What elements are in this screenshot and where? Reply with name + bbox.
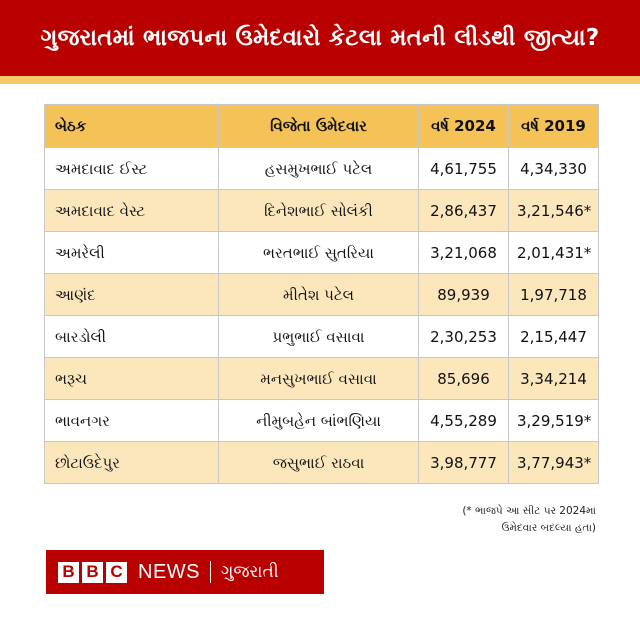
column-header-seat: બેઠક bbox=[44, 104, 219, 148]
bbc-logo-letter: C bbox=[106, 561, 127, 583]
table-row: અમદાવાદ વેસ્ટ દિનેશભાઈ સોલંકી 2,86,437 3… bbox=[44, 189, 599, 232]
lead-2024-cell: 4,61,755 bbox=[418, 147, 509, 190]
lead-2019-cell: 2,15,447 bbox=[508, 315, 599, 358]
seat-cell: ભરૂચ bbox=[44, 357, 219, 400]
candidate-cell: હસમુખભાઈ પટેલ bbox=[218, 147, 419, 190]
language-label: ગુજરાતી bbox=[221, 562, 279, 582]
bbc-logo-blocks: B B C bbox=[58, 561, 130, 583]
candidate-cell: જસુભાઈ રાઠવા bbox=[218, 441, 419, 484]
table-row: બારડોલી પ્રભુભાઈ વસાવા 2,30,253 2,15,447 bbox=[44, 315, 599, 358]
bbc-logo-letter: B bbox=[58, 561, 79, 583]
lead-2024-cell: 2,30,253 bbox=[418, 315, 509, 358]
candidate-cell: નીમુબહેન બાંભણિયા bbox=[218, 399, 419, 442]
table-row: આણંદ મીતેશ પટેલ 89,939 1,97,718 bbox=[44, 273, 599, 316]
footnote-line: ઉમેદવાર બદલ્યા હતા) bbox=[501, 522, 596, 534]
seat-cell: ભાવનગર bbox=[44, 399, 219, 442]
news-wordmark: NEWS bbox=[138, 560, 200, 583]
seat-cell: બારડોલી bbox=[44, 315, 219, 358]
lead-2019-cell: 2,01,431* bbox=[508, 231, 599, 274]
page-title: ગુજરાતમાં ભાજપના ઉમેદવારો કેટલા મતની લીડ… bbox=[40, 25, 600, 51]
footnote: (* ભાજપે આ સીટ પર 2024માં ઉમેદવાર બદલ્યા… bbox=[462, 503, 596, 537]
lead-2019-cell: 1,97,718 bbox=[508, 273, 599, 316]
seat-cell: છોટાઉદેપુર bbox=[44, 441, 219, 484]
seat-cell: અમદાવાદ વેસ્ટ bbox=[44, 189, 219, 232]
header-accent-rule bbox=[0, 76, 640, 84]
bbc-news-gujarati-logo: B B C NEWS ગુજરાતી bbox=[46, 550, 324, 594]
lead-2019-cell: 3,77,943* bbox=[508, 441, 599, 484]
table-row: અમદાવાદ ઈસ્ટ હસમુખભાઈ પટેલ 4,61,755 4,34… bbox=[44, 147, 599, 190]
bbc-logo-letter: B bbox=[82, 561, 103, 583]
lead-2024-cell: 3,98,777 bbox=[418, 441, 509, 484]
table-row: ભાવનગર નીમુબહેન બાંભણિયા 4,55,289 3,29,5… bbox=[44, 399, 599, 442]
seat-cell: આણંદ bbox=[44, 273, 219, 316]
table-row: છોટાઉદેપુર જસુભાઈ રાઠવા 3,98,777 3,77,94… bbox=[44, 441, 599, 484]
header-banner: ગુજરાતમાં ભાજપના ઉમેદવારો કેટલા મતની લીડ… bbox=[0, 0, 640, 76]
table-row: અમરેલી ભરતભાઈ સુતરિયા 3,21,068 2,01,431* bbox=[44, 231, 599, 274]
candidate-cell: દિનેશભાઈ સોલંકી bbox=[218, 189, 419, 232]
candidate-cell: મનસુખભાઈ વસાવા bbox=[218, 357, 419, 400]
lead-2019-cell: 3,29,519* bbox=[508, 399, 599, 442]
lead-2024-cell: 3,21,068 bbox=[418, 231, 509, 274]
lead-2024-cell: 4,55,289 bbox=[418, 399, 509, 442]
column-header-candidate: વિજેતા ઉમેદવાર bbox=[218, 104, 419, 148]
lead-2019-cell: 3,21,546* bbox=[508, 189, 599, 232]
seat-cell: અમદાવાદ ઈસ્ટ bbox=[44, 147, 219, 190]
lead-2019-cell: 4,34,330 bbox=[508, 147, 599, 190]
lead-2024-cell: 89,939 bbox=[418, 273, 509, 316]
table-header-row: બેઠક વિજેતા ઉમેદવાર વર્ષ 2024 વર્ષ 2019 bbox=[44, 104, 599, 148]
candidate-cell: પ્રભુભાઈ વસાવા bbox=[218, 315, 419, 358]
candidate-cell: ભરતભાઈ સુતરિયા bbox=[218, 231, 419, 274]
footnote-line: (* ભાજપે આ સીટ પર 2024માં bbox=[462, 505, 596, 517]
seat-cell: અમરેલી bbox=[44, 231, 219, 274]
candidate-cell: મીતેશ પટેલ bbox=[218, 273, 419, 316]
lead-2024-cell: 2,86,437 bbox=[418, 189, 509, 232]
results-table: બેઠક વિજેતા ઉમેદવાર વર્ષ 2024 વર્ષ 2019 … bbox=[44, 104, 599, 484]
lead-2024-cell: 85,696 bbox=[418, 357, 509, 400]
table-row: ભરૂચ મનસુખભાઈ વસાવા 85,696 3,34,214 bbox=[44, 357, 599, 400]
lead-2019-cell: 3,34,214 bbox=[508, 357, 599, 400]
column-header-2019: વર્ષ 2019 bbox=[508, 104, 599, 148]
logo-divider bbox=[210, 561, 211, 583]
column-header-2024: વર્ષ 2024 bbox=[418, 104, 509, 148]
